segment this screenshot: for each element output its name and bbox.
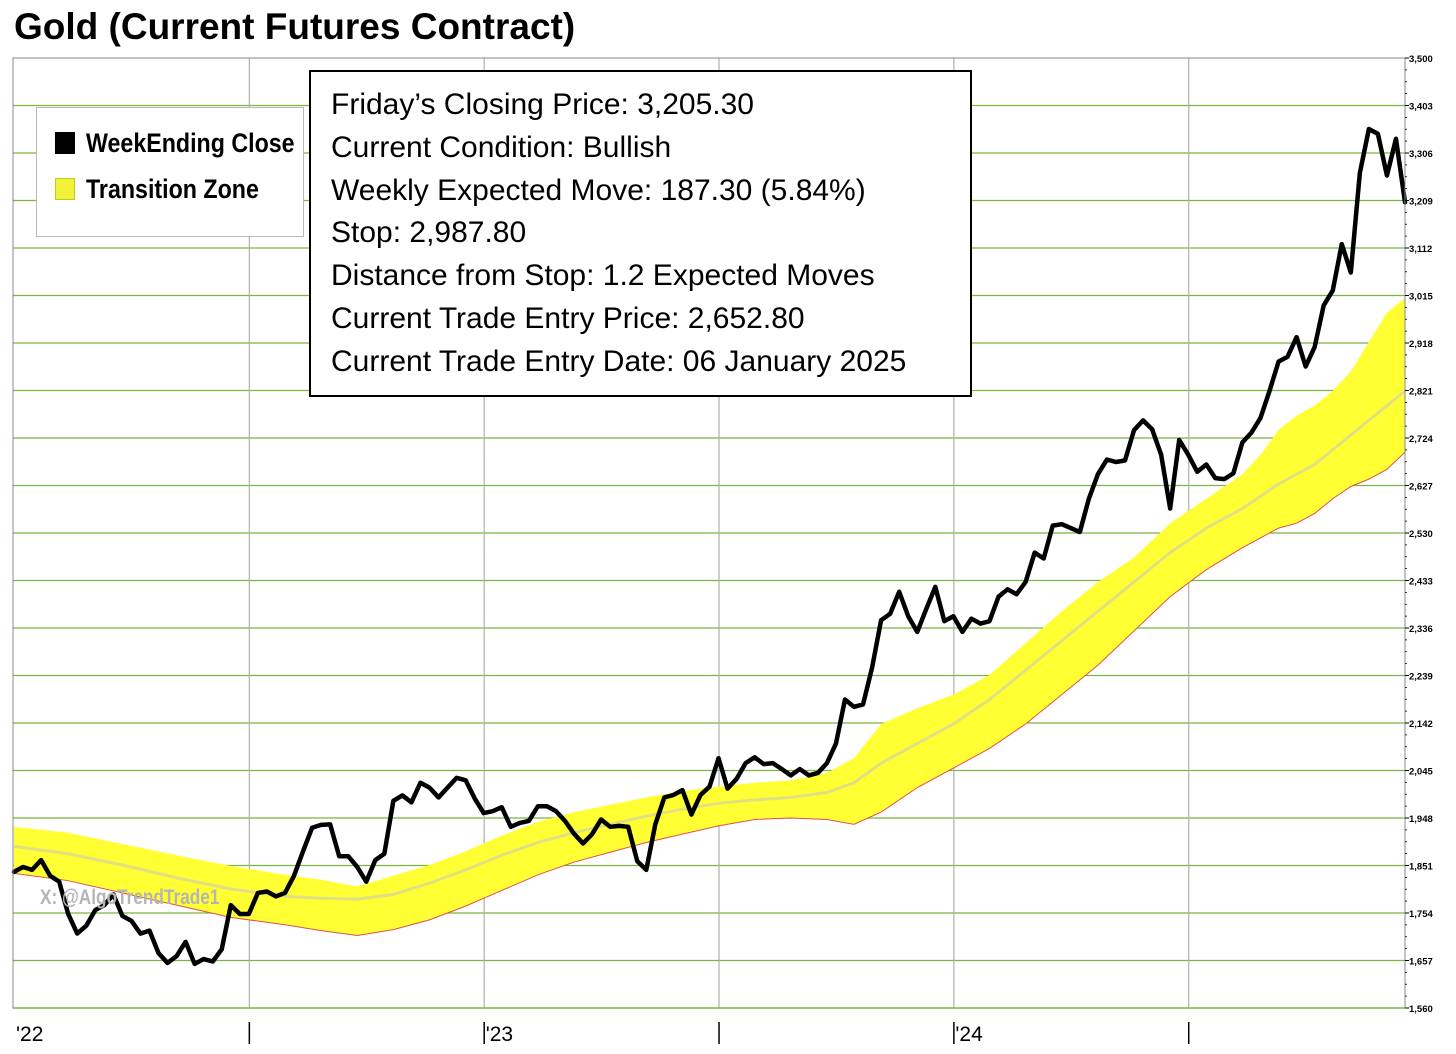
y-tick-label: 3,306 (1409, 149, 1433, 160)
y-tick-label: 3,209 (1409, 197, 1433, 208)
y-tick-label: 2,821 (1409, 387, 1433, 398)
y-tick-label: 2,530 (1409, 529, 1433, 540)
y-tick-label: 2,433 (1409, 577, 1433, 588)
transition-zone-lower-edge (13, 451, 1406, 937)
info-current-condition: Current Condition: Bullish (331, 130, 672, 164)
y-tick-label: 3,112 (1409, 244, 1432, 255)
x-axis-ticks: '22 '23 '24 (16, 1022, 1190, 1046)
info-stop: Stop: 2,987.80 (331, 216, 527, 250)
x-tick-label: '24 (955, 1023, 983, 1046)
legend: WeekEnding Close Transition Zone (36, 107, 304, 237)
weekending-close-line (11, 126, 1408, 967)
legend-label-close: WeekEnding Close (86, 127, 295, 158)
y-tick-label: 1,560 (1409, 1004, 1433, 1015)
y-tick-label: 2,239 (1409, 672, 1433, 683)
legend-item-zone: Transition Zone (55, 174, 287, 204)
chart-title: Gold (Current Futures Contract) (14, 6, 576, 47)
info-box: Friday’s Closing Price: 3,205.30 Current… (309, 70, 972, 397)
y-tick-label: 2,336 (1409, 624, 1433, 635)
legend-label-zone: Transition Zone (86, 173, 259, 204)
y-tick-label: 2,724 (1409, 434, 1433, 445)
y-tick-label: 1,851 (1409, 862, 1433, 873)
legend-swatch-close (55, 132, 75, 154)
transition-zone-midline (13, 389, 1406, 901)
legend-swatch-zone (55, 178, 75, 200)
x-tick-label: '23 (486, 1023, 513, 1046)
y-tick-label: 1,657 (1409, 957, 1433, 968)
y-tick-label: 3,403 (1409, 102, 1433, 113)
y-tick-label: 2,918 (1409, 339, 1433, 350)
legend-item-close: WeekEnding Close (55, 128, 329, 158)
info-entry-price: Current Trade Entry Price: 2,652.80 (331, 301, 805, 335)
info-expected-move: Weekly Expected Move: 187.30 (5.84%) (331, 173, 866, 207)
weekending-close-series (11, 126, 1408, 967)
info-entry-date: Current Trade Entry Date: 06 January 202… (331, 344, 907, 378)
y-tick-label: 2,627 (1409, 482, 1433, 493)
y-tick-label: 1,948 (1409, 814, 1433, 825)
y-axis-ticks: 3,500 3,403 3,306 3,209 3,112 3,015 2,918 2,821… (1405, 54, 1433, 1015)
info-distance-from-stop: Distance from Stop: 1.2 Expected Moves (331, 259, 875, 293)
y-tick-label: 2,142 (1409, 719, 1433, 730)
watermark: X: @AlgoTrendTrade1 (40, 886, 220, 909)
info-closing-price: Friday’s Closing Price: 3,205.30 (331, 88, 754, 121)
x-tick-label: '22 (16, 1023, 43, 1046)
y-tick-label: 3,500 (1409, 54, 1433, 65)
y-tick-label: 1,754 (1409, 909, 1433, 920)
y-tick-label: 2,045 (1409, 767, 1433, 778)
y-tick-label: 3,015 (1409, 292, 1433, 303)
transition-zone (13, 297, 1406, 937)
